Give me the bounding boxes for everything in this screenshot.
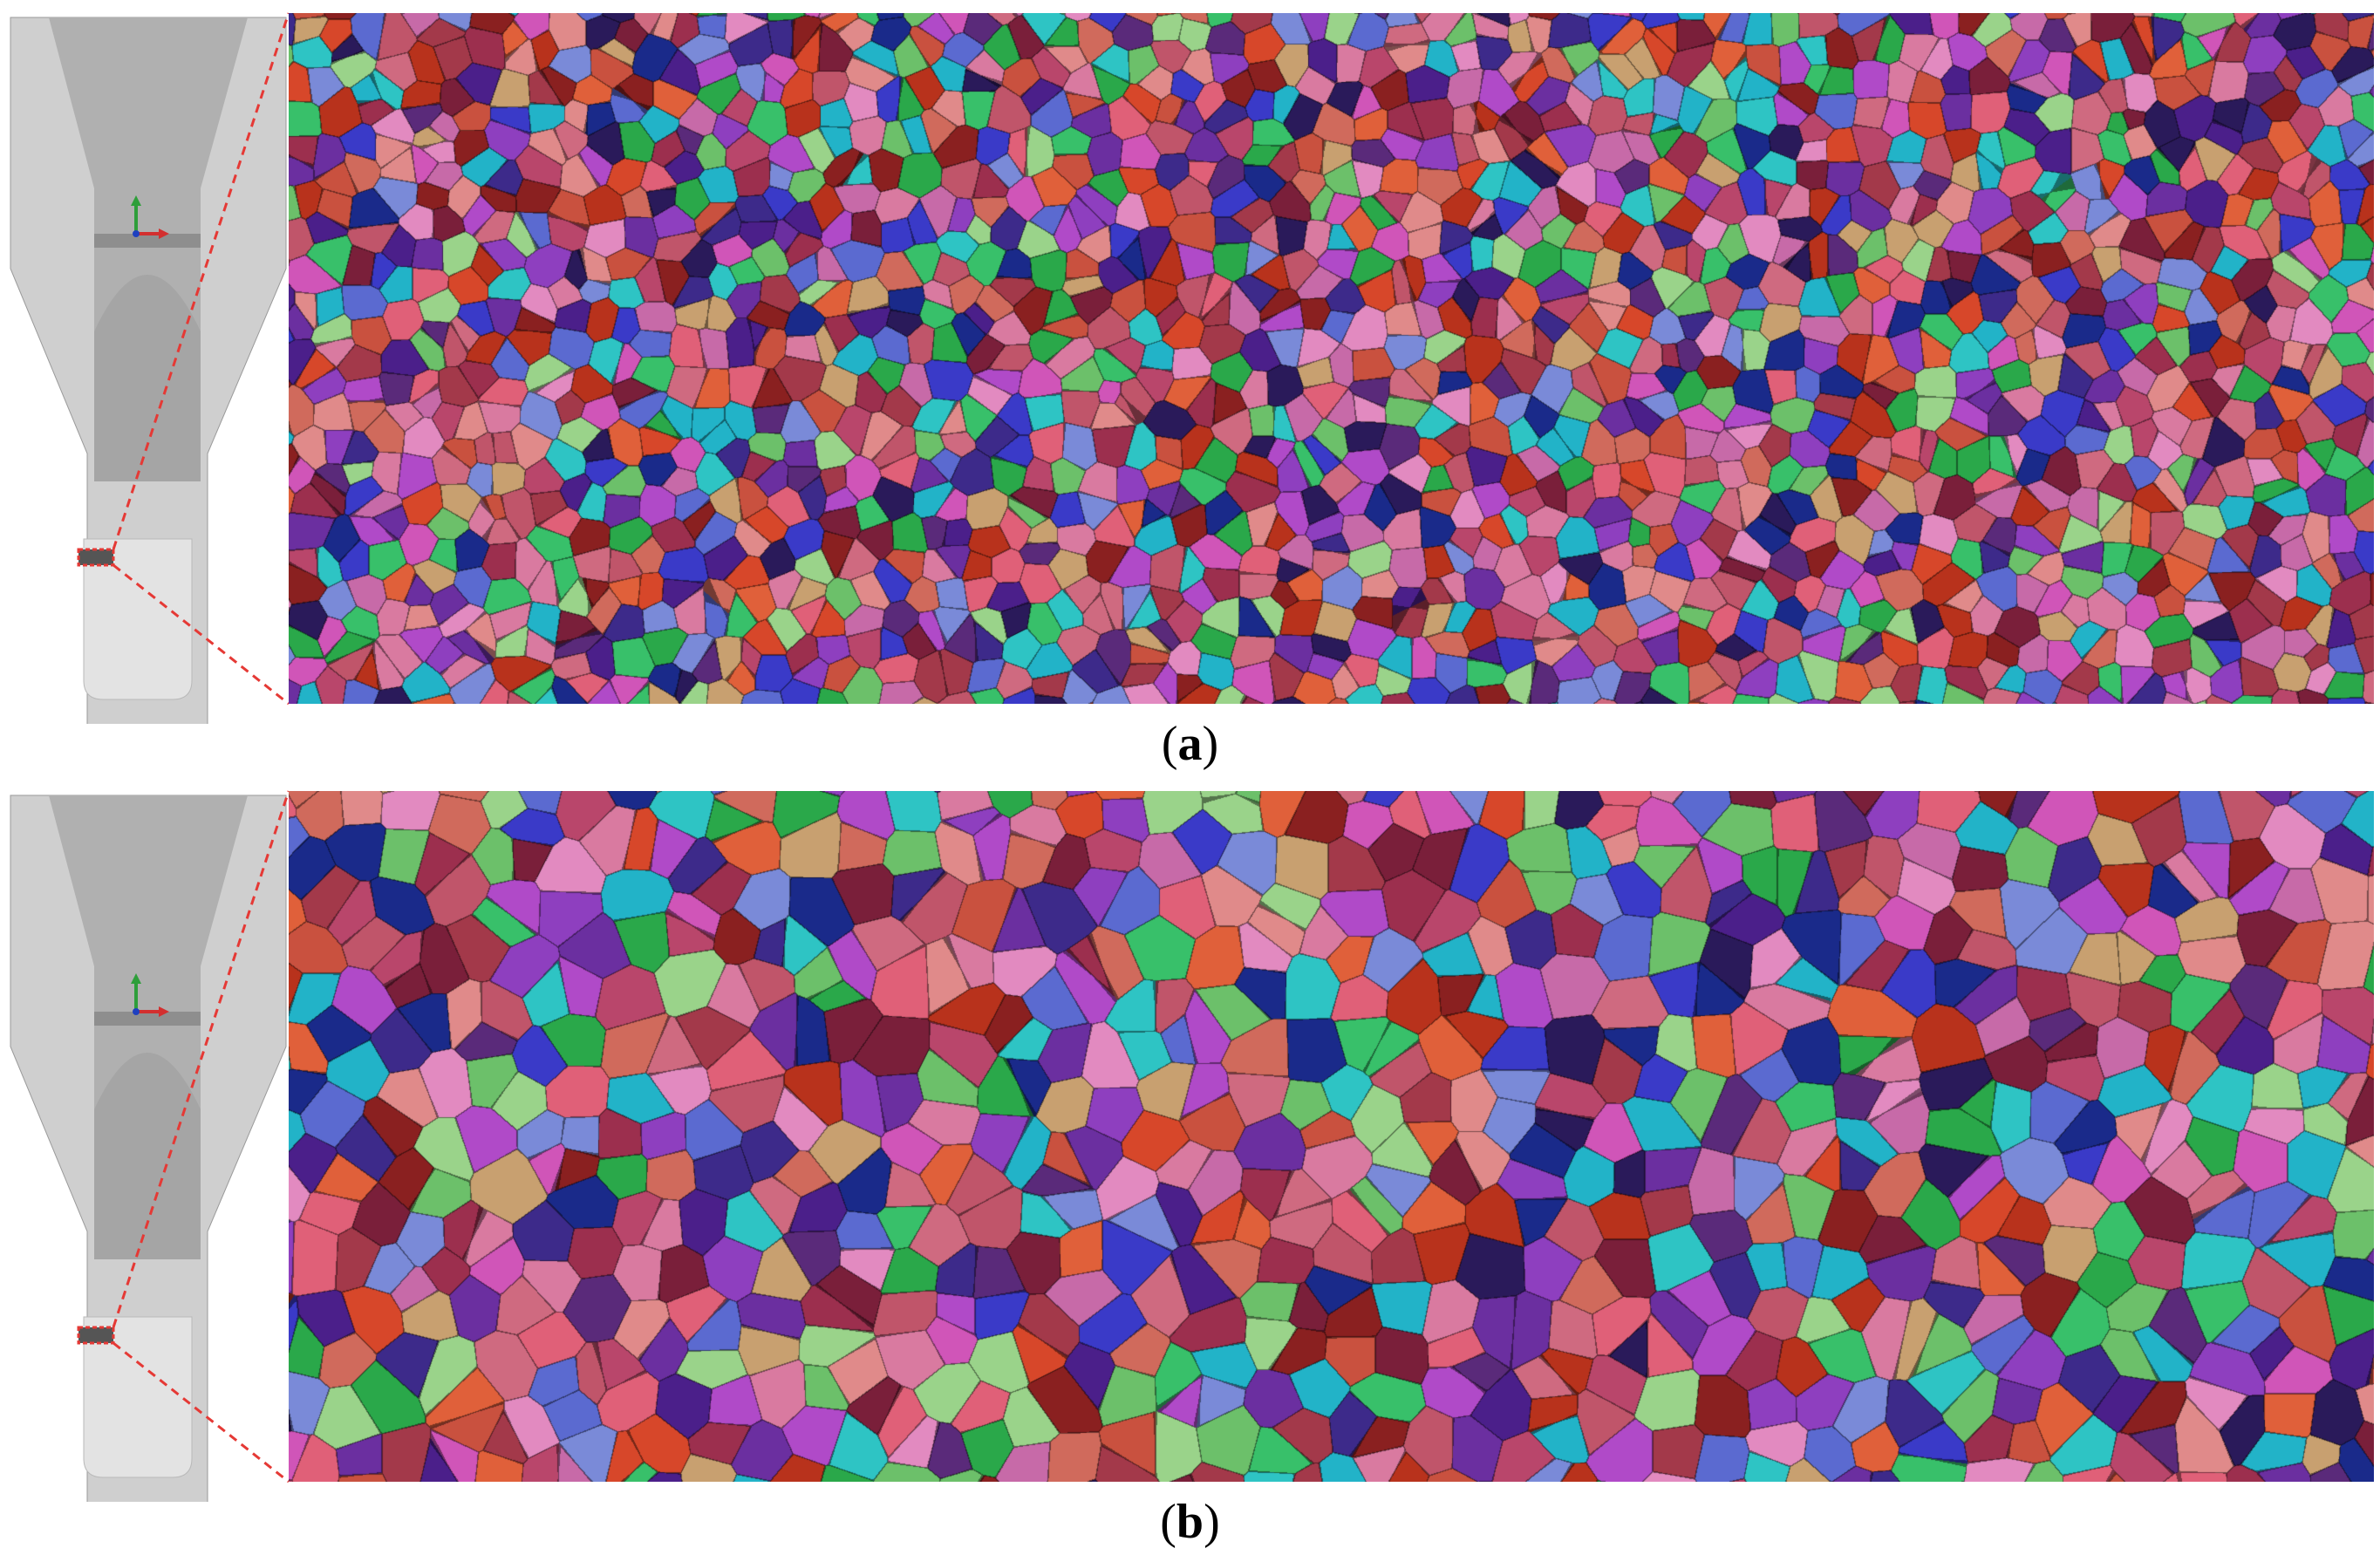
coordinate-axes-icon [131,195,169,239]
grain-orientation-map [289,791,2374,1482]
panel-b: (b) [0,778,2380,1554]
zoom-leader-lines [112,12,290,706]
part-cross-section-diagram [10,795,287,1502]
part-bore-band [94,234,201,248]
panel-a: (a) [0,0,2380,776]
panel-caption: (b) [1160,1495,1220,1549]
grain-map-canvas [289,791,2374,1482]
zoom-region-marker [77,1326,115,1345]
zoom-region-marker [77,548,115,567]
part-cross-section-diagram [10,17,287,724]
grain-orientation-map [289,13,2374,704]
part-tip [83,538,193,700]
part-bore-band [94,1012,201,1026]
panel-label: b [1176,1495,1204,1549]
part-bore-dome [94,275,201,481]
zoom-leader-lines [112,790,290,1483]
panel-label: a [1177,717,1203,771]
panel-caption: (a) [1161,717,1219,771]
coordinate-axes-icon [131,973,169,1017]
grain-map-canvas [289,13,2374,704]
part-bore-dome [94,1053,201,1259]
part-tip [83,1316,193,1478]
